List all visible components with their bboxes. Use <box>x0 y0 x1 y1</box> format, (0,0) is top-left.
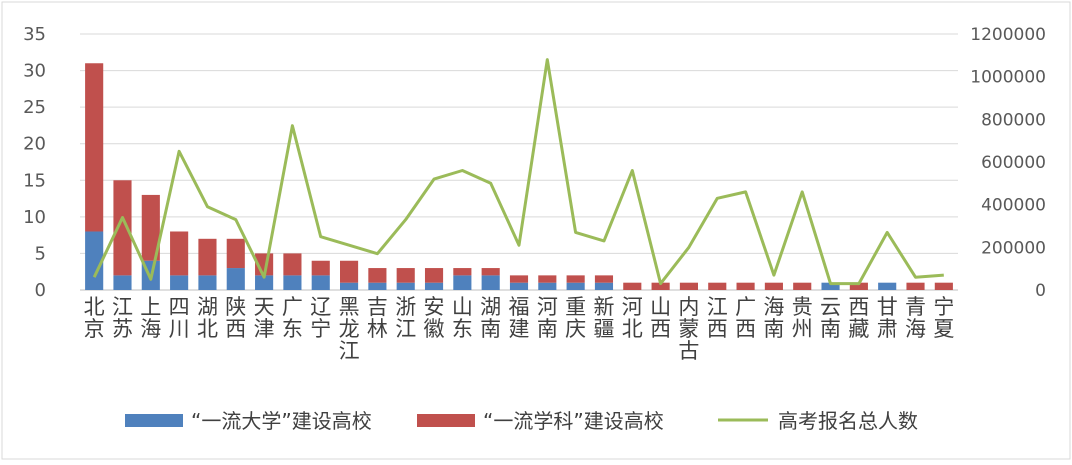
legend-label: “一流大学”建设高校 <box>191 409 372 433</box>
y-left-tick-label: 30 <box>23 61 46 82</box>
x-category-label: 辽宁 <box>310 295 331 341</box>
x-category-label: 内蒙古 <box>678 295 699 363</box>
y-right-tick-label: 1200000 <box>970 25 1046 45</box>
x-category-label: 北京 <box>84 295 105 341</box>
legend-label: “一流学科”建设高校 <box>483 409 664 433</box>
x-category-label: 天津 <box>254 295 275 341</box>
x-category-label: 陕西 <box>225 295 246 341</box>
x-category-label: 吉林 <box>367 295 388 341</box>
x-category-label: 河南 <box>537 295 558 341</box>
x-category-label: 重庆 <box>565 295 586 341</box>
x-category-label: 湖南 <box>480 295 501 341</box>
bar-yiliu-xueke <box>793 283 811 290</box>
x-category-label: 新疆 <box>593 295 614 341</box>
x-category-label: 江西 <box>707 295 728 341</box>
bar-yiliu-daxue <box>453 275 471 290</box>
bar-yiliu-daxue <box>538 283 556 290</box>
y-left-tick-label: 10 <box>23 207 46 228</box>
y-left-tick-label: 0 <box>35 280 46 301</box>
bar-yiliu-xueke <box>227 239 245 268</box>
y-left-tick-label: 15 <box>23 170 46 191</box>
bar-yiliu-xueke <box>283 253 301 275</box>
bar-yiliu-daxue <box>878 283 896 290</box>
bar-yiliu-xueke <box>510 275 528 282</box>
bar-yiliu-xueke <box>340 261 358 283</box>
bar-yiliu-xueke <box>170 231 188 275</box>
bar-yiliu-daxue <box>340 283 358 290</box>
x-category-label: 四川 <box>169 295 190 341</box>
bar-yiliu-xueke <box>85 63 103 231</box>
bar-yiliu-xueke <box>538 275 556 282</box>
y-left-tick-label: 20 <box>23 134 46 155</box>
x-category-label: 广西 <box>735 295 756 341</box>
bar-yiliu-xueke <box>765 283 783 290</box>
x-category-label: 青海 <box>905 295 926 341</box>
bar-yiliu-xueke <box>453 268 471 275</box>
x-category-label: 安徽 <box>424 295 445 341</box>
x-category-label: 西藏 <box>848 295 869 341</box>
legend-swatch <box>125 414 183 427</box>
bar-yiliu-daxue <box>170 275 188 290</box>
bar-yiliu-daxue <box>397 283 415 290</box>
x-category-label: 江苏 <box>112 295 133 341</box>
bar-yiliu-daxue <box>368 283 386 290</box>
bar-yiliu-daxue <box>198 275 216 290</box>
bar-yiliu-xueke <box>595 275 613 282</box>
y-left-tick-label: 5 <box>35 243 46 264</box>
bar-yiliu-xueke <box>198 239 216 276</box>
x-category-label: 云南 <box>820 295 841 341</box>
x-category-label: 山东 <box>452 295 473 341</box>
bar-yiliu-xueke <box>312 261 330 276</box>
x-category-label: 湖北 <box>197 295 218 341</box>
bar-yiliu-daxue <box>595 283 613 290</box>
bar-yiliu-xueke <box>708 283 726 290</box>
bar-yiliu-xueke <box>623 283 641 290</box>
y-right-tick-label: 800000 <box>981 110 1046 130</box>
y-right-tick-label: 0 <box>1035 281 1046 301</box>
bar-yiliu-xueke <box>397 268 415 283</box>
bar-yiliu-xueke <box>906 283 924 290</box>
y-right-tick-label: 600000 <box>981 153 1046 173</box>
bar-yiliu-daxue <box>567 283 585 290</box>
x-category-label: 河北 <box>622 295 643 341</box>
bar-yiliu-xueke <box>482 268 500 275</box>
legend: “一流大学”建设高校 “一流学科”建设高校 高考报名总人数 <box>125 409 918 433</box>
x-category-label: 黑龙江 <box>339 295 360 363</box>
bar-yiliu-daxue <box>113 275 131 290</box>
y-right-tick-label: 1000000 <box>970 68 1046 88</box>
legend-swatch <box>417 414 475 427</box>
y-right-tick-label: 400000 <box>981 196 1046 216</box>
bar-yiliu-daxue <box>482 275 500 290</box>
legend-label: 高考报名总人数 <box>778 409 918 433</box>
bar-yiliu-xueke <box>425 268 443 283</box>
bar-yiliu-xueke <box>935 283 953 290</box>
bar-yiliu-daxue <box>227 268 245 290</box>
bar-yiliu-xueke <box>567 275 585 282</box>
x-category-label: 甘肃 <box>877 295 898 341</box>
bar-yiliu-daxue <box>312 275 330 290</box>
bar-yiliu-daxue <box>283 275 301 290</box>
bar-yiliu-xueke <box>368 268 386 283</box>
y-left-tick-label: 25 <box>23 97 46 118</box>
x-category-label: 广东 <box>282 295 303 341</box>
y-right-tick-label: 200000 <box>981 238 1046 258</box>
bar-yiliu-daxue <box>425 283 443 290</box>
x-category-label: 上海 <box>140 295 161 341</box>
y-left-tick-label: 35 <box>23 24 46 45</box>
x-category-label: 贵州 <box>792 295 813 341</box>
bar-yiliu-xueke <box>737 283 755 290</box>
x-category-label: 浙江 <box>395 295 416 341</box>
bar-yiliu-xueke <box>680 283 698 290</box>
x-category-label: 山西 <box>650 295 671 341</box>
x-category-label: 海南 <box>763 295 784 341</box>
x-category-label: 宁夏 <box>933 295 954 341</box>
bar-yiliu-daxue <box>510 283 528 290</box>
x-category-label: 福建 <box>509 295 530 341</box>
